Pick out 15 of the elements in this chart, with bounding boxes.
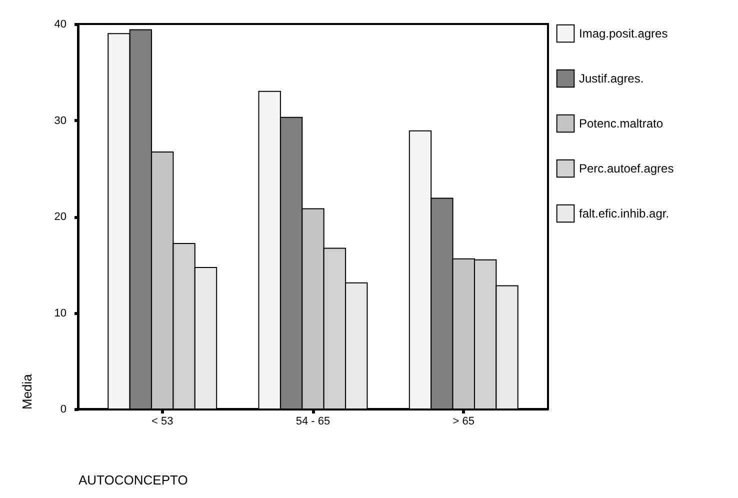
x-tick-label: < 53 (152, 416, 174, 428)
y-tick-label: 40 (54, 18, 66, 30)
legend-label: Potenc.maltrato (579, 116, 664, 130)
y-tick-label: 0 (60, 404, 66, 416)
legend-label: falt.efic.inhib.agr. (579, 206, 670, 220)
legend-label: Justif.agres. (579, 72, 644, 86)
y-tick-label: 30 (54, 114, 66, 127)
x-axis-title: AUTOCONCEPTO (78, 472, 188, 488)
legend-label: Perc.autoef.agres (579, 162, 674, 176)
x-tick-label: 54 - 65 (296, 416, 330, 428)
legend-label: Imag.posit.agres (579, 26, 668, 40)
y-tick-label: 20 (54, 211, 66, 223)
x-tick-label: > 65 (452, 416, 474, 428)
y-axis-title: Media (19, 373, 34, 410)
y-tick-label: 10 (54, 307, 66, 320)
